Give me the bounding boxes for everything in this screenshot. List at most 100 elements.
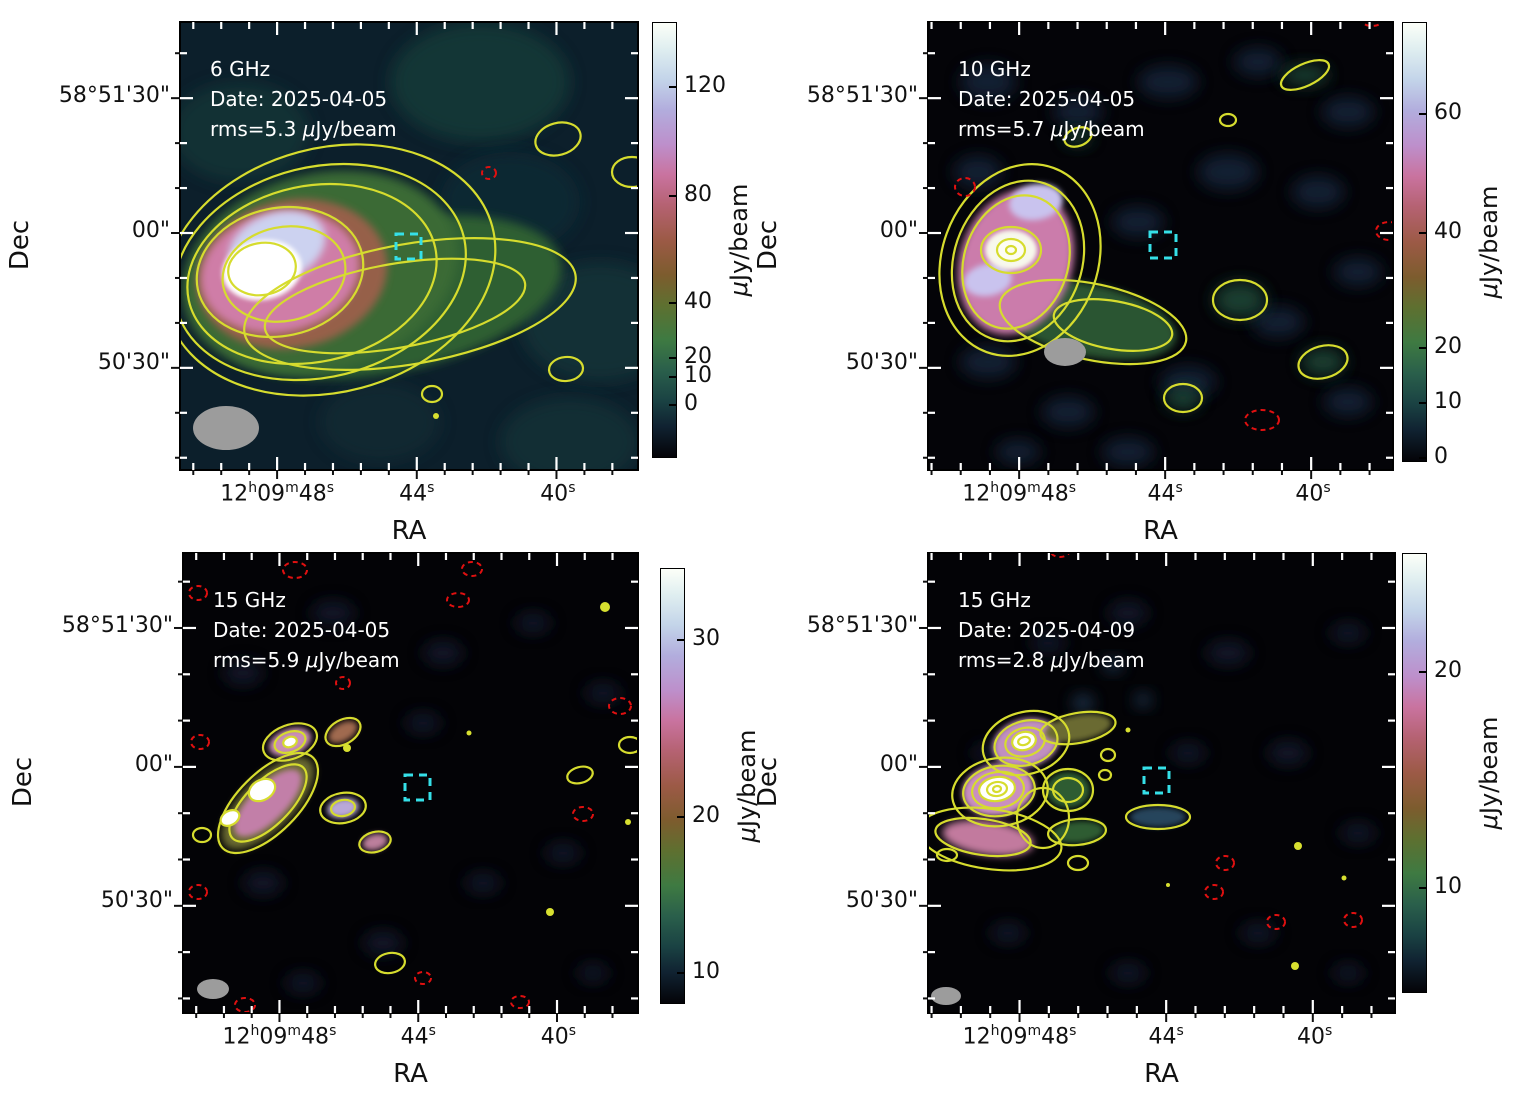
contour [991, 784, 1003, 794]
negative-contour [1049, 553, 1071, 558]
colorbar-tick [677, 816, 685, 819]
y-tick-label: 50'30" [845, 888, 918, 914]
y-tick-label: 58°51'30" [806, 612, 918, 638]
negative-contour [1266, 914, 1286, 930]
noise-patch [1110, 963, 1146, 983]
noise-patch [1104, 659, 1122, 671]
contour [227, 241, 297, 297]
annotation-rms: rms=5.7 μJy/beam [958, 117, 1145, 141]
y-tick-label: 58°51'30" [806, 83, 918, 109]
y-tick-label: 00" [879, 751, 918, 777]
contour [938, 163, 1102, 357]
colorbar-tick-label: 0 [1434, 443, 1448, 469]
annotation-frequency: 10 GHz [958, 57, 1031, 81]
negative-contour [1215, 855, 1235, 871]
y-axis-label: Dec [753, 756, 783, 808]
annotation-date: Date: 2025-04-05 [958, 87, 1136, 111]
contour [1211, 278, 1269, 322]
source-blob [1052, 820, 1104, 844]
panel-10ghz-annotation: 10 GHz Date: 2025-04-05 rms=5.7 μJy/beam [958, 54, 1145, 144]
colorbar-tick-label: 10 [692, 959, 720, 985]
annotation-frequency: 6 GHz [210, 57, 271, 81]
source-blob [234, 769, 302, 837]
noise-patch [1252, 307, 1304, 337]
compact-source-dot [1294, 842, 1302, 850]
negative-contour [188, 884, 208, 900]
target-marker-box [403, 773, 432, 802]
contour [319, 791, 367, 825]
y-tick-label: 58°51'30" [61, 612, 173, 638]
panel-15ghz-a-annotation: 15 GHz Date: 2025-04-05 rms=5.9 μJy/beam [213, 585, 400, 675]
noise-patch [1214, 282, 1266, 318]
colorbar-tick [1419, 113, 1427, 116]
noise-patch [1301, 348, 1345, 376]
noise-patch [1138, 66, 1198, 98]
contour [1066, 854, 1090, 872]
colorbar-tick-label: 60 [1434, 100, 1462, 126]
negative-contour [461, 561, 483, 577]
noise-patch [1053, 97, 1103, 127]
beam-ellipse [193, 406, 259, 450]
contour [263, 257, 527, 355]
x-tick-label: 40s [1297, 1023, 1333, 1050]
compact-source-dot [466, 730, 472, 736]
contour [1051, 776, 1085, 804]
noise-patch [1042, 397, 1094, 427]
y-tick-label: 58°51'30" [58, 83, 170, 109]
negative-contour [282, 561, 308, 579]
contour [977, 775, 1017, 803]
noise-patch [1135, 694, 1151, 706]
noise-patch [1268, 741, 1308, 765]
colorbar-tick-label: 40 [1434, 219, 1462, 245]
y-tick-label: 00" [879, 218, 918, 243]
colorbar-tick [677, 639, 685, 642]
contour [1039, 710, 1117, 746]
x-tick-label: 12h09m48s [962, 1023, 1077, 1050]
noise-patch [390, 22, 570, 142]
noise-patch [960, 346, 1016, 378]
contour [995, 237, 1027, 263]
compact-source-dot [625, 819, 631, 825]
x-tick-label: 44s [400, 1023, 436, 1050]
colorbar-tick [1419, 346, 1427, 349]
colorbar-tick-label: 20 [692, 803, 720, 829]
noise-patch [243, 871, 283, 895]
noise-patch [1334, 258, 1382, 286]
negative-contour [481, 166, 497, 180]
colorbar-tick-label: 20 [684, 343, 712, 369]
contour [566, 765, 594, 785]
noise-patch [1330, 623, 1366, 643]
compact-source-dot [546, 908, 554, 916]
contour [961, 194, 1071, 330]
contour [547, 355, 585, 383]
x-tick-label: 44s [1147, 480, 1183, 507]
contour [935, 847, 959, 863]
contour [1046, 817, 1108, 847]
y-tick-label: 50'30" [100, 888, 173, 914]
noise-patch [1324, 388, 1372, 416]
negative-contour [335, 676, 351, 690]
contour [928, 806, 1063, 872]
noise-patch [500, 397, 638, 470]
panel-15ghz-b-image [928, 553, 1395, 1013]
contour [1099, 747, 1117, 763]
noise-patch [1170, 743, 1206, 763]
annotation-frequency: 15 GHz [213, 588, 286, 612]
noise-patch [311, 601, 355, 625]
noise-patch [1165, 386, 1201, 410]
noise-patch [1234, 48, 1282, 76]
colorbar-tick-label: 120 [684, 73, 726, 99]
colorbar-label: μJy/beam [1475, 185, 1503, 299]
x-tick-label: 12h09m48s [962, 480, 1077, 507]
noise-patch [1292, 176, 1344, 208]
colorbar-label: μJy/beam [1475, 716, 1503, 830]
panel-6ghz-map [171, 21, 639, 479]
colorbar-gradient [1402, 22, 1427, 462]
source-blob [942, 819, 1034, 857]
noise-patch [1030, 633, 1066, 653]
x-tick-label: 12h09m48s [220, 480, 334, 507]
colorbar-tick-label: 40 [684, 289, 712, 315]
noise-patch [990, 923, 1026, 943]
x-tick-label: 40s [540, 1023, 577, 1050]
contour [971, 770, 1025, 810]
